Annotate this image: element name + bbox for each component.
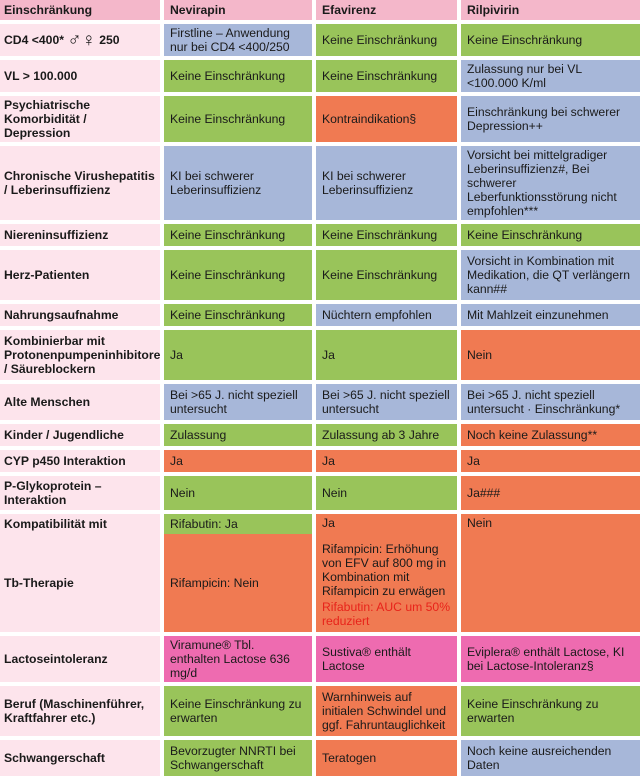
table-row: Beruf (Maschinenführer, Kraftfahrer etc.… [0, 686, 640, 740]
row-label-alte: Alte Menschen [0, 384, 160, 424]
row-label-cyp: CYP p450 Interaktion [0, 450, 160, 476]
cell-nevirapin: Keine Einschränkung [160, 96, 312, 146]
gender-symbols-icon: ♂♀ [67, 29, 96, 51]
header-nevirapin: Nevirapin [160, 0, 312, 24]
efavirenz-tb-answer: Ja [322, 516, 335, 530]
cell-rilpivirin: Keine Einschränkung zu erwarten [457, 686, 640, 740]
row-label-lactose: Lactoseintoleranz [0, 636, 160, 686]
cell-nevirapin-rifampicin: Rifampicin: Nein [160, 534, 312, 636]
cell-nevirapin: Nein [160, 476, 312, 514]
table-row: Chronische Virushepatitis / Leberinsuffi… [0, 146, 640, 224]
cell-nevirapin: Keine Einschränkung [160, 60, 312, 96]
cd4-label-suffix: 250 [99, 32, 120, 47]
cell-nevirapin: Bei >65 J. nicht speziell untersucht [160, 384, 312, 424]
table-row: Kompatibilität mit Rifabutin: Ja Ja Rifa… [0, 514, 640, 636]
row-label-beruf: Beruf (Maschinenführer, Kraftfahrer etc.… [0, 686, 160, 740]
cell-nevirapin-rifabutin: Rifabutin: Ja [160, 514, 312, 534]
cell-rilpivirin: Ja [457, 450, 640, 476]
cell-rilpivirin: Keine Einschränkung [457, 224, 640, 250]
table-row: VL > 100.000 Keine Einschränkung Keine E… [0, 60, 640, 96]
table-row: CD4 <400* ♂♀ 250 Firstline – Anwendung n… [0, 24, 640, 60]
cell-efavirenz: Keine Einschränkung [312, 224, 457, 250]
cell-rilpivirin: Zulassung nur bei VL <100.000 K/ml [457, 60, 640, 96]
cell-efavirenz: Bei >65 J. nicht speziell untersucht [312, 384, 457, 424]
row-label-schwanger: Schwangerschaft [0, 740, 160, 780]
table-row: Kombinierbar mit Protonenpumpeninhibitor… [0, 330, 640, 384]
cell-nevirapin: Viramune® Tbl. enthalten Lactose 636 mg/… [160, 636, 312, 686]
cell-efavirenz-tb: Ja Rifampicin: Erhöhung von EFV auf 800 … [312, 514, 457, 636]
table-row: Psychiatrische Komorbidität / Depression… [0, 96, 640, 146]
cell-efavirenz: KI bei schwerer Leberinsuffizienz [312, 146, 457, 224]
cell-rilpivirin: Noch keine Zulassung** [457, 424, 640, 450]
cell-nevirapin: Keine Einschränkung [160, 224, 312, 250]
cell-nevirapin: Bevorzugter NNRTI bei Schwangerschaft [160, 740, 312, 780]
row-label-psych: Psychiatrische Komorbidität / Depression [0, 96, 160, 146]
cell-efavirenz: Kontraindikation§ [312, 96, 457, 146]
cell-rilpivirin: Ja### [457, 476, 640, 514]
cell-rilpivirin: Vorsicht bei mittelgradiger Leberinsuffi… [457, 146, 640, 224]
cell-nevirapin: Keine Einschränkung [160, 304, 312, 330]
cell-efavirenz: Ja [312, 450, 457, 476]
cell-efavirenz: Teratogen [312, 740, 457, 780]
cell-efavirenz: Sustiva® enthält Lactose [312, 636, 457, 686]
cell-nevirapin: Keine Einschränkung zu erwarten [160, 686, 312, 740]
table-row: Lactoseintoleranz Viramune® Tbl. enthalt… [0, 636, 640, 686]
table-row: Tb-Therapie Rifampicin: Nein [0, 534, 640, 636]
cell-rilpivirin: Eviplera® enthält Lactose, KI bei Lactos… [457, 636, 640, 686]
efavirenz-tb-rifampicin: Rifampicin: Erhöhung von EFV auf 800 mg … [322, 542, 446, 598]
row-label-vl: VL > 100.000 [0, 60, 160, 96]
header-rilpivirin: Rilpivirin [457, 0, 640, 24]
row-label-herz: Herz-Patienten [0, 250, 160, 304]
efavirenz-tb-rifabutin: Rifabutin: AUC um 50% reduziert [322, 600, 451, 628]
cell-nevirapin: Ja [160, 450, 312, 476]
cell-rilpivirin: Einschränkung bei schwerer Depression++ [457, 96, 640, 146]
cell-efavirenz: Nüchtern empfohlen [312, 304, 457, 330]
cell-nevirapin: Keine Einschränkung [160, 250, 312, 304]
cell-efavirenz: Nein [312, 476, 457, 514]
cell-rilpivirin: Mit Mahlzeit einzunehmen [457, 304, 640, 330]
cell-efavirenz: Keine Einschränkung [312, 60, 457, 96]
table-row: Kinder / Jugendliche Zulassung Zulassung… [0, 424, 640, 450]
table-row: Alte Menschen Bei >65 J. nicht speziell … [0, 384, 640, 424]
table-row: Niereninsuffizienz Keine Einschränkung K… [0, 224, 640, 250]
table-row: Herz-Patienten Keine Einschränkung Keine… [0, 250, 640, 304]
cell-rilpivirin: Nein [457, 330, 640, 384]
header-row: Einschränkung Nevirapin Efavirenz Rilpiv… [0, 0, 640, 24]
row-label-nahrung: Nahrungsaufnahme [0, 304, 160, 330]
cell-rilpivirin-tb: Nein [457, 514, 640, 636]
row-label-ppi: Kombinierbar mit Protonenpumpeninhibitor… [0, 330, 160, 384]
cell-rilpivirin: Keine Einschränkung [457, 24, 640, 60]
row-label-niere: Niereninsuffizienz [0, 224, 160, 250]
header-efavirenz: Efavirenz [312, 0, 457, 24]
cell-rilpivirin: Bei >65 J. nicht speziell untersucht · E… [457, 384, 640, 424]
table-row: CYP p450 Interaktion Ja Ja Ja [0, 450, 640, 476]
cd4-label-text: CD4 <400* [4, 32, 64, 47]
row-label-cd4: CD4 <400* ♂♀ 250 [0, 24, 160, 60]
row-label-kinder: Kinder / Jugendliche [0, 424, 160, 450]
cell-nevirapin: Zulassung [160, 424, 312, 450]
row-label-tb-top: Kompatibilität mit [0, 514, 160, 534]
cell-efavirenz: Warnhinweis auf initialen Schwindel und … [312, 686, 457, 740]
cell-efavirenz: Keine Einschränkung [312, 24, 457, 60]
cell-efavirenz: Ja [312, 330, 457, 384]
header-restriction: Einschränkung [0, 0, 160, 24]
cell-rilpivirin: Noch keine ausreichenden Daten [457, 740, 640, 780]
cell-efavirenz: Zulassung ab 3 Jahre [312, 424, 457, 450]
table-row: P-Glykoprotein – Interaktion Nein Nein J… [0, 476, 640, 514]
cell-nevirapin: KI bei schwerer Leberinsuffizienz [160, 146, 312, 224]
row-label-tb-bottom: Tb-Therapie [0, 534, 160, 636]
table-row: Nahrungsaufnahme Keine Einschränkung Nüc… [0, 304, 640, 330]
cell-nevirapin: Firstline – Anwendung nur bei CD4 <400/2… [160, 24, 312, 60]
row-label-hepatitis: Chronische Virushepatitis / Leberinsuffi… [0, 146, 160, 224]
cell-nevirapin: Ja [160, 330, 312, 384]
cell-efavirenz: Keine Einschränkung [312, 250, 457, 304]
cell-rilpivirin: Vorsicht in Kombination mit Medikation, … [457, 250, 640, 304]
row-label-pgp: P-Glykoprotein – Interaktion [0, 476, 160, 514]
table-row: Schwangerschaft Bevorzugter NNRTI bei Sc… [0, 740, 640, 780]
